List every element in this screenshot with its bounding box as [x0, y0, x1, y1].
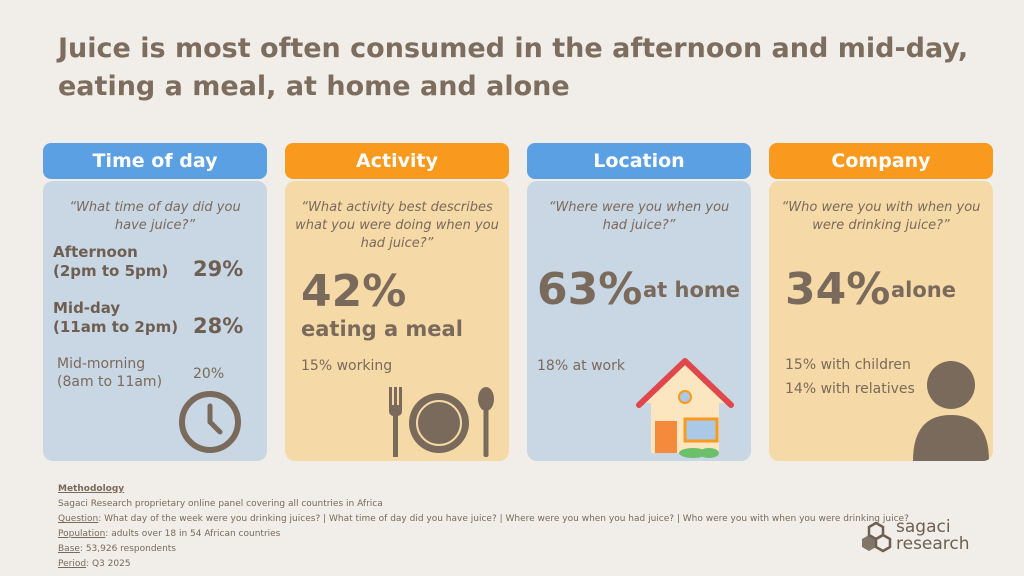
time-of-day-card: “What time of day did you have juice?” A…: [43, 181, 267, 461]
mid-day-label: Mid-day (11am to 2pm): [53, 299, 179, 336]
activity-header: Activity: [285, 143, 509, 179]
methodology-population: Population: adults over 18 in 54 African…: [58, 529, 281, 539]
activity-main-label: eating a meal: [301, 317, 463, 341]
company-secondary-children: 15% with children: [785, 357, 911, 373]
time-of-day-header: Time of day: [43, 143, 267, 179]
time-of-day-question: “What time of day did you have juice?”: [69, 200, 241, 233]
company-secondary-relatives: 14% with relatives: [785, 381, 915, 397]
time-of-day-column: Time of day “What time of day did you ha…: [43, 143, 267, 461]
afternoon-label: Afternoon (2pm to 5pm): [53, 243, 169, 280]
hexagon-logo-icon: [862, 521, 892, 553]
methodology: Methodology Sagaci Research proprietary …: [58, 482, 909, 572]
activity-secondary: 15% working: [301, 358, 393, 374]
methodology-period: Period: Q3 2025: [58, 559, 131, 569]
methodology-base: Base: 53,926 respondents: [58, 544, 176, 554]
company-question: “Who were you with when you were drinkin…: [781, 200, 981, 233]
company-column: Company “Who were you with when you were…: [769, 143, 993, 461]
methodology-question: Question: What day of the week were you …: [58, 514, 909, 524]
page-title: Juice is most often consumed in the afte…: [58, 33, 969, 102]
location-column: Location “Where were you when you had ju…: [527, 143, 751, 461]
activity-card: “What activity best describes what you w…: [285, 181, 509, 461]
company-main-label: alone: [891, 278, 956, 302]
location-main-value: 63%: [537, 264, 643, 315]
company-card: “Who were you with when you were drinkin…: [769, 181, 993, 461]
logo-text: sagaci research: [896, 519, 970, 553]
activity-question: “What activity best describes what you w…: [295, 200, 499, 251]
methodology-heading: Methodology: [58, 484, 125, 494]
house-icon: [636, 358, 734, 458]
location-secondary: 18% at work: [537, 358, 625, 374]
methodology-panel: Sagaci Research proprietary online panel…: [58, 499, 383, 509]
afternoon-value: 29%: [193, 257, 244, 281]
company-header: Company: [769, 143, 993, 179]
location-main-label: at home: [643, 278, 741, 302]
location-question: “Where were you when you had juice?”: [548, 200, 730, 233]
plate-cutlery-icon: [389, 387, 494, 457]
location-header: Location: [527, 143, 751, 179]
logo-line2: research: [896, 534, 970, 554]
activity-column: Activity “What activity best describes w…: [285, 143, 509, 461]
clock-icon: [179, 391, 241, 453]
mid-day-value: 28%: [193, 314, 244, 338]
company-main-value: 34%: [785, 264, 891, 315]
person-icon: [913, 361, 989, 461]
location-card: “Where were you when you had juice?” 63%…: [527, 181, 751, 461]
logo-line1: sagaci: [896, 517, 951, 537]
mid-morning-label: Mid-morning (8am to 11am): [57, 356, 163, 390]
mid-morning-value: 20%: [193, 366, 225, 382]
activity-main-value: 42%: [301, 266, 407, 317]
sagaci-logo: sagaci research: [860, 519, 980, 555]
